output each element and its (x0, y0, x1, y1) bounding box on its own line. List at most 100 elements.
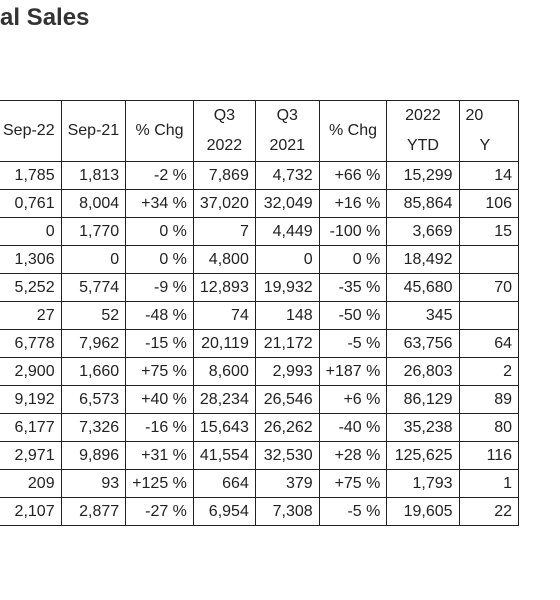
table-cell: +34 % (125, 189, 194, 218)
table-cell: 209 (0, 469, 62, 498)
table-cell: 4,800 (192, 245, 256, 274)
table-cell: 14 (458, 161, 520, 190)
table-cell: 2,877 (60, 497, 127, 526)
table-cell: 52 (60, 301, 127, 330)
table-cell: 19,605 (386, 497, 460, 526)
page-title: al Sales (0, 4, 90, 31)
table-cell: 1,793 (386, 469, 460, 498)
table-row: 209 93 +125 % 664 379 +75 % 1,793 1 (0, 469, 556, 498)
table-cell: 86,129 (386, 385, 460, 414)
table-row: 0,761 8,004 +34 % 37,020 32,049 +16 % 85,864 10… (0, 189, 556, 218)
table-cell: -48 % (125, 301, 194, 330)
table-cell: 9,896 (60, 441, 127, 470)
table-cell: +40 % (125, 385, 194, 414)
table-row: 9,192 6,573 +40 % 28,234 26,546 +6 % 86,129 89 (0, 385, 556, 414)
table-cell: 32,049 (254, 189, 320, 218)
table-cell: 20,119 (192, 329, 256, 358)
table-cell: 18,492 (386, 245, 460, 274)
table-cell: 22 (458, 497, 520, 526)
table-cell: 0 (254, 245, 320, 274)
table-cell: -15 % (125, 329, 194, 358)
table-cell: +125 % (125, 469, 194, 498)
table-cell: 7,308 (254, 497, 320, 526)
table-cell: 6,177 (0, 413, 62, 442)
table-cell: -16 % (125, 413, 194, 442)
table-cell: 5,252 (0, 273, 62, 302)
table-cell: 8,004 (60, 189, 127, 218)
sales-table: Sep-22 Sep-21 % Chg Q3 2022 Q3 2021 % Chg … (0, 100, 556, 526)
table-row: 6,177 7,326 -16 % 15,643 26,262 -40 % 35,238 80 (0, 413, 556, 442)
table-cell: -50 % (318, 301, 388, 330)
table-cell: -9 % (125, 273, 194, 302)
table-cell: 6,778 (0, 329, 62, 358)
column-header: % Chg (318, 100, 388, 162)
table-cell: +31 % (125, 441, 194, 470)
column-header: Sep-22 (0, 100, 62, 162)
table-cell: 93 (60, 469, 127, 498)
table-cell: 21,172 (254, 329, 320, 358)
table-cell: 1,306 (0, 245, 62, 274)
table-cell: +75 % (318, 469, 388, 498)
column-header: Sep-21 (60, 100, 127, 162)
table-cell: 6,573 (60, 385, 127, 414)
table-cell: 4,732 (254, 161, 320, 190)
table-cell: 26,803 (386, 357, 460, 386)
table-cell: 28,234 (192, 385, 256, 414)
table-cell: 7 (192, 217, 256, 246)
table-cell: 0 (0, 217, 62, 246)
table-cell: 7,962 (60, 329, 127, 358)
table-cell: 379 (254, 469, 320, 498)
table-cell: 148 (254, 301, 320, 330)
table-cell: 0 % (318, 245, 388, 274)
table-cell: 74 (192, 301, 256, 330)
table-cell (458, 301, 520, 330)
table-cell: 41,554 (192, 441, 256, 470)
table-cell: 35,238 (386, 413, 460, 442)
table-cell: 2,993 (254, 357, 320, 386)
table-cell: 85,864 (386, 189, 460, 218)
column-header: Q3 2021 (254, 100, 320, 162)
table-cell: +66 % (318, 161, 388, 190)
table-cell: 0,761 (0, 189, 62, 218)
table-cell: 9,192 (0, 385, 62, 414)
table-row: 27 52 -48 % 74 148 -50 % 345 (0, 301, 556, 330)
table-cell: 2,107 (0, 497, 62, 526)
table-cell: 1,660 (60, 357, 127, 386)
table-cell: 664 (192, 469, 256, 498)
table-cell: 106 (458, 189, 520, 218)
table-cell: 2,971 (0, 441, 62, 470)
table-cell: 8,600 (192, 357, 256, 386)
table-row: 2,900 1,660 +75 % 8,600 2,993 +187 % 26,803 2 (0, 357, 556, 386)
table-cell: 32,530 (254, 441, 320, 470)
table-row: 1,306 0 0 % 4,800 0 0 % 18,492 (0, 245, 556, 274)
table-cell: 70 (458, 273, 520, 302)
table-cell: 15 (458, 217, 520, 246)
table-cell: 1,813 (60, 161, 127, 190)
table-cell: 80 (458, 413, 520, 442)
column-header: 20 Y (458, 100, 520, 162)
table-cell: 1,785 (0, 161, 62, 190)
table-cell: -2 % (125, 161, 194, 190)
table-cell: +75 % (125, 357, 194, 386)
table-cell: 45,680 (386, 273, 460, 302)
table-cell: 26,262 (254, 413, 320, 442)
table-cell: 116 (458, 441, 520, 470)
table-cell: 5,774 (60, 273, 127, 302)
table-row: 2,107 2,877 -27 % 6,954 7,308 -5 % 19,605 22 (0, 497, 556, 526)
table-cell: 125,625 (386, 441, 460, 470)
table-cell: -100 % (318, 217, 388, 246)
table-row: 5,252 5,774 -9 % 12,893 19,932 -35 % 45,680 70 (0, 273, 556, 302)
table-cell: 1,770 (60, 217, 127, 246)
table-cell: 15,643 (192, 413, 256, 442)
table-cell: 0 (60, 245, 127, 274)
table-cell (458, 245, 520, 274)
table-row: 1,785 1,813 -2 % 7,869 4,732 +66 % 15,299 14 (0, 161, 556, 190)
table-cell: -5 % (318, 497, 388, 526)
table-cell: 0 % (125, 217, 194, 246)
table-cell: 64 (458, 329, 520, 358)
table-cell: 4,449 (254, 217, 320, 246)
table-cell: -40 % (318, 413, 388, 442)
table-cell: 27 (0, 301, 62, 330)
table-cell: 89 (458, 385, 520, 414)
table-cell: 2,900 (0, 357, 62, 386)
